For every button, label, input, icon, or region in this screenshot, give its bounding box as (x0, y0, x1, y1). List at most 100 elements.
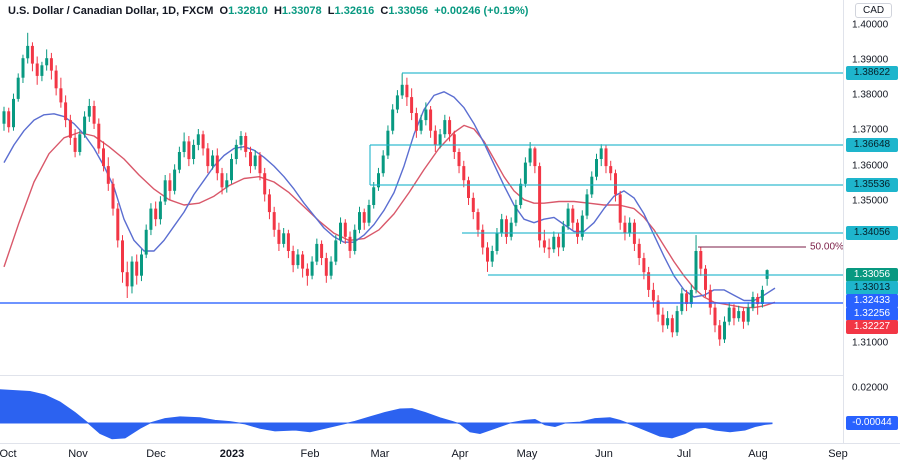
pane-separator[interactable] (0, 375, 843, 376)
time-tick-Nov: Nov (68, 448, 88, 460)
candle-body (538, 166, 542, 241)
candle-body (381, 155, 385, 174)
axis-tick-1.31000: 1.31000 (852, 337, 889, 349)
candle-body (282, 233, 286, 244)
candle-body (334, 240, 338, 262)
candle-body (547, 247, 551, 250)
candle-body (628, 222, 632, 234)
candle-body (462, 166, 466, 181)
candle-body (301, 254, 305, 269)
price-label--0.00044: -0.00044 (846, 416, 898, 430)
candle-body (452, 134, 456, 152)
price-label-1.34056: 1.34056 (846, 226, 898, 240)
ohlc-low-label: L (327, 5, 335, 17)
candle-body (121, 240, 124, 273)
candle-body (244, 136, 248, 152)
candle-body (286, 233, 290, 251)
time-tick-Dec: Dec (146, 448, 166, 460)
ohlc-high-label: H (273, 5, 282, 17)
candle-body (305, 268, 309, 276)
candle-body (523, 162, 527, 184)
candle-body (741, 311, 745, 322)
time-tick-Oct: Oct (0, 448, 17, 460)
candle-body (272, 212, 276, 230)
candle-body (92, 106, 96, 124)
ma-slow-line (3, 124, 776, 309)
ohlc-open-label: O (219, 5, 229, 17)
symbol-header[interactable]: U.S. Dollar / Canadian Dollar, 1D, FXCM … (8, 5, 528, 17)
change-value: +0.00246 (+0.19%) (434, 5, 529, 17)
candle-body (59, 88, 63, 103)
chart-canvas[interactable] (0, 0, 843, 443)
candle-body (614, 173, 617, 195)
candle-body (438, 134, 442, 145)
candle-body (40, 65, 44, 76)
price-label-1.33013: 1.33013 (846, 281, 898, 295)
candle-body (542, 240, 546, 248)
candle-body (599, 148, 603, 159)
time-tick-Apr: Apr (451, 448, 469, 460)
candle-body (168, 180, 172, 191)
time-tick-Mar: Mar (370, 448, 390, 460)
candle-body (519, 183, 523, 205)
candle-body (395, 95, 399, 110)
candle-body (595, 159, 598, 177)
fib-50-percent-label[interactable]: 50.00% (810, 241, 844, 253)
candle-body (448, 120, 452, 135)
candle-body (315, 243, 319, 262)
candle-body (604, 148, 608, 167)
candle-body (329, 261, 333, 276)
candle-body (760, 289, 764, 304)
candle-body (12, 98, 15, 128)
candle-body (490, 251, 494, 262)
candle-body (618, 194, 622, 223)
candle-body (267, 194, 271, 213)
candle-body (73, 137, 77, 152)
candle-body (732, 307, 736, 319)
currency-toggle-button[interactable]: CAD (855, 3, 893, 18)
candle-body (557, 236, 561, 248)
candle-body (386, 130, 390, 156)
candle-body (737, 311, 741, 319)
candle-body (561, 226, 565, 248)
candle-body (486, 247, 489, 262)
candle-body (576, 222, 579, 237)
candle-body (106, 166, 110, 184)
candle-body (400, 84, 404, 96)
candle-body (704, 268, 707, 290)
candle-body (410, 97, 414, 113)
candle-body (163, 180, 167, 202)
candle-body (647, 272, 651, 290)
candle-body (514, 205, 518, 223)
candle-body (670, 318, 674, 333)
candle-body (552, 236, 556, 250)
candle-body (509, 222, 513, 237)
candle-body (16, 77, 20, 99)
candle-body (651, 289, 655, 301)
candle-body (571, 208, 575, 223)
candle-body (533, 148, 537, 167)
time-axis[interactable]: Oct Nov Dec 2023 Feb Mar Apr May Jun Jul Aug Sep (0, 443, 900, 464)
time-tick-2023: 2023 (219, 448, 245, 460)
candle-body (215, 155, 219, 174)
price-label-1.32227: 1.32227 (846, 320, 898, 334)
candle-body (192, 144, 196, 159)
candle-body (405, 84, 409, 98)
axis-tick-1.40000: 1.40000 (852, 19, 889, 31)
candle-body (111, 183, 115, 209)
candle-body (49, 58, 53, 71)
axis-tick-1.36000: 1.36000 (852, 160, 889, 172)
candle-body (68, 120, 72, 138)
candle-body (756, 297, 760, 305)
candle-body (220, 173, 224, 188)
candle-body (504, 219, 508, 237)
candle-body (367, 205, 371, 223)
time-tick-Aug: Aug (748, 448, 768, 460)
candle-body (102, 148, 105, 167)
candle-body (566, 208, 570, 227)
price-axis[interactable]: CAD 1.40000 1.39000 1.38000 1.37000 1.36000 1… (843, 0, 900, 443)
candle-body (277, 229, 281, 244)
candle-body (500, 219, 504, 234)
candle-body (182, 141, 186, 152)
symbol-title[interactable]: U.S. Dollar / Canadian Dollar, 1D, FXCM (8, 5, 214, 17)
